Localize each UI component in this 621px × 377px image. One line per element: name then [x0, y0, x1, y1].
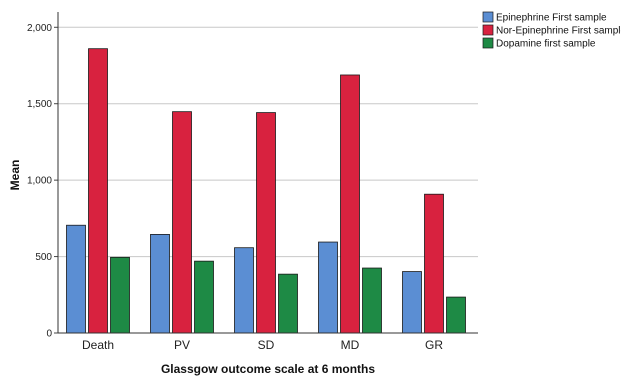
y-tick-labels: 0 500 1,000 1,500 2,000 — [27, 23, 52, 340]
x-tick-label: Death — [82, 338, 114, 352]
legend-label-1: Epinephrine First sample — [496, 13, 607, 24]
bar-gr-1 — [402, 271, 422, 334]
bar-sd-1 — [234, 247, 254, 334]
legend-swatch-3 — [482, 37, 494, 49]
bar-md-1 — [318, 241, 338, 334]
x-tick-label: GR — [425, 338, 443, 352]
bars-group — [66, 48, 466, 334]
x-axis-title: Glassgow outcome scale at 6 months — [161, 362, 375, 376]
axes — [57, 12, 478, 334]
bar-sd-3 — [278, 273, 298, 334]
y-tick-label: 1,000 — [27, 176, 52, 187]
y-tick-label: 500 — [35, 252, 52, 263]
x-tick-label: SD — [258, 338, 275, 352]
bar-death-1 — [66, 224, 86, 334]
legend: Epinephrine First sample Nor-Epinephrine … — [482, 11, 621, 50]
bar-death-2 — [88, 48, 108, 334]
bar-pv-3 — [194, 260, 214, 334]
x-tick-labels: Death PV SD MD GR — [82, 338, 443, 352]
y-tick-label: 2,000 — [27, 23, 52, 34]
x-tick-label: MD — [341, 338, 360, 352]
bar-gr-3 — [446, 296, 466, 334]
y-tick-label: 0 — [46, 329, 52, 340]
legend-label-3: Dopamine first sample — [496, 39, 596, 50]
bar-pv-2 — [172, 111, 192, 334]
y-axis-title: Mean — [8, 160, 22, 191]
bar-gr-2 — [424, 193, 444, 334]
bar-md-2 — [340, 74, 360, 334]
bar-sd-2 — [256, 112, 276, 334]
legend-label-2: Nor-Epinephrine First sample — [496, 26, 621, 37]
y-tick-label: 1,500 — [27, 99, 52, 110]
bar-pv-1 — [150, 234, 170, 334]
legend-swatch-2 — [482, 24, 494, 36]
x-tick-label: PV — [174, 338, 190, 352]
bar-death-3 — [110, 256, 130, 334]
bar-md-3 — [362, 267, 382, 334]
legend-swatch-1 — [482, 11, 494, 23]
